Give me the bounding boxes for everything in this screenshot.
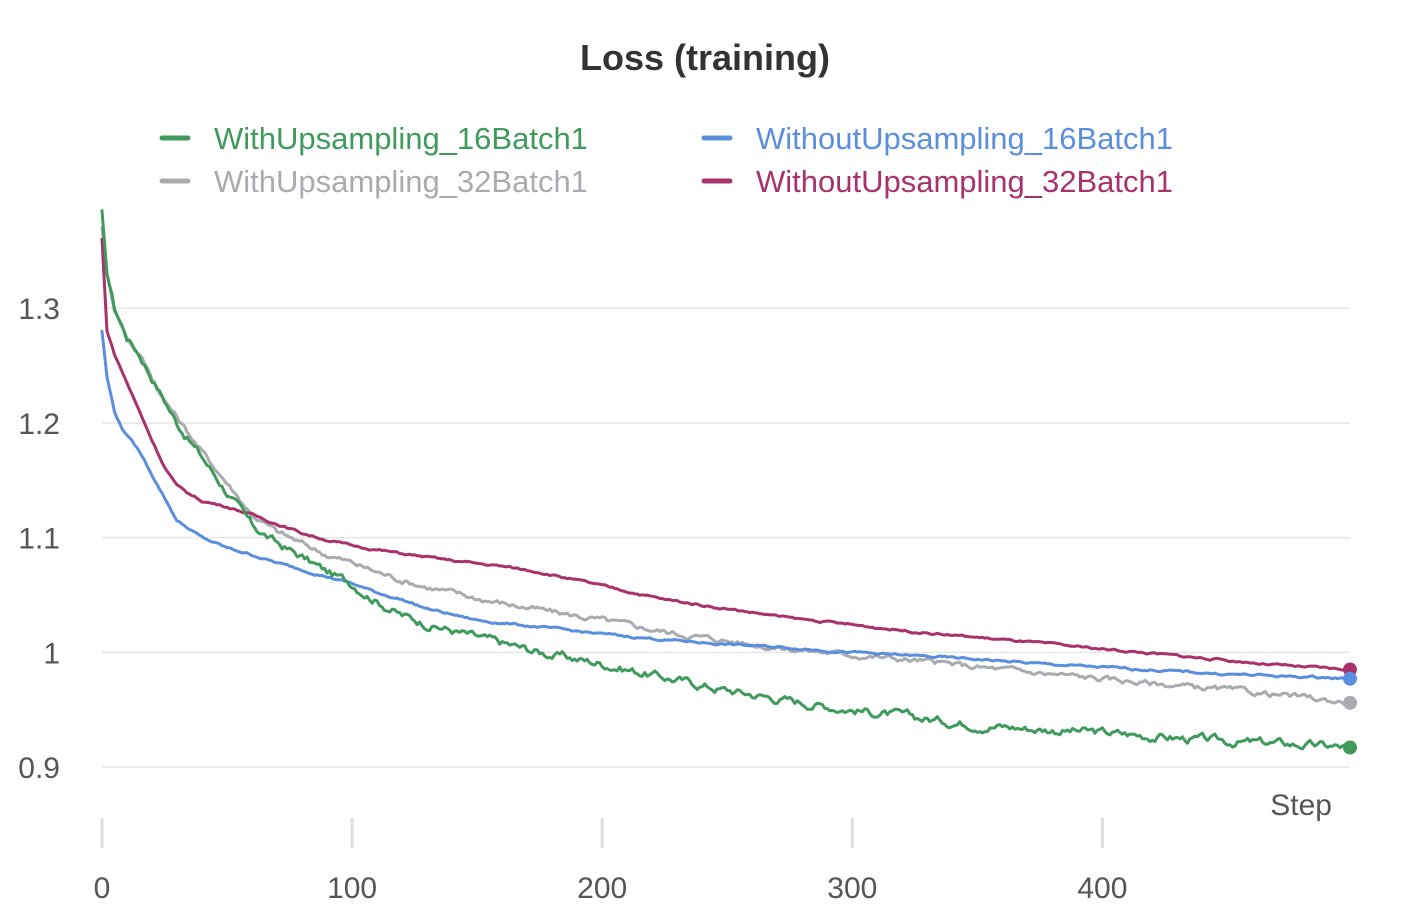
series-line xyxy=(100,226,1352,707)
series-end-markers xyxy=(1343,662,1357,755)
series-end-dot xyxy=(1343,740,1357,755)
y-tick-label: 0.9 xyxy=(18,752,60,785)
legend-item[interactable]: WithoutUpsampling_16Batch1 xyxy=(701,121,1173,156)
y-tick-label: 1 xyxy=(43,637,60,670)
y-axis: 0.9 1 1.1 1.2 1.3 xyxy=(18,293,60,785)
series-lines xyxy=(100,209,1352,751)
series-end-dot xyxy=(1343,695,1357,710)
legend-label: WithUpsampling_32Batch1 xyxy=(214,164,588,199)
series-end-dot xyxy=(1343,671,1357,686)
y-tick-label: 1.2 xyxy=(18,408,60,441)
legend-label: WithoutUpsampling_16Batch1 xyxy=(756,121,1173,156)
y-tick-label: 1.3 xyxy=(18,293,60,326)
legend-item[interactable]: WithUpsampling_16Batch1 xyxy=(159,121,588,156)
x-tick-label: 300 xyxy=(827,872,877,905)
legend[interactable]: WithUpsampling_16Batch1 WithUpsampling_32… xyxy=(159,121,1173,199)
x-tick-label: 100 xyxy=(327,872,377,905)
x-tick-label: 0 xyxy=(94,872,111,905)
legend-label: WithoutUpsampling_32Batch1 xyxy=(756,164,1173,199)
y-tick-label: 1.1 xyxy=(18,523,60,556)
legend-item[interactable]: WithoutUpsampling_32Batch1 xyxy=(701,164,1173,199)
series-line xyxy=(100,329,1352,681)
chart-title: Loss (training) xyxy=(580,37,830,78)
legend-item[interactable]: WithUpsampling_32Batch1 xyxy=(159,164,588,199)
series-line xyxy=(100,209,1352,751)
x-tick-label: 400 xyxy=(1077,872,1127,905)
legend-label: WithUpsampling_16Batch1 xyxy=(214,121,588,156)
x-tick-label: 200 xyxy=(577,872,627,905)
x-axis-label: Step xyxy=(1270,789,1332,822)
x-ticks: 0 100 200 300 400 xyxy=(94,818,1127,905)
series-line xyxy=(100,237,1352,672)
